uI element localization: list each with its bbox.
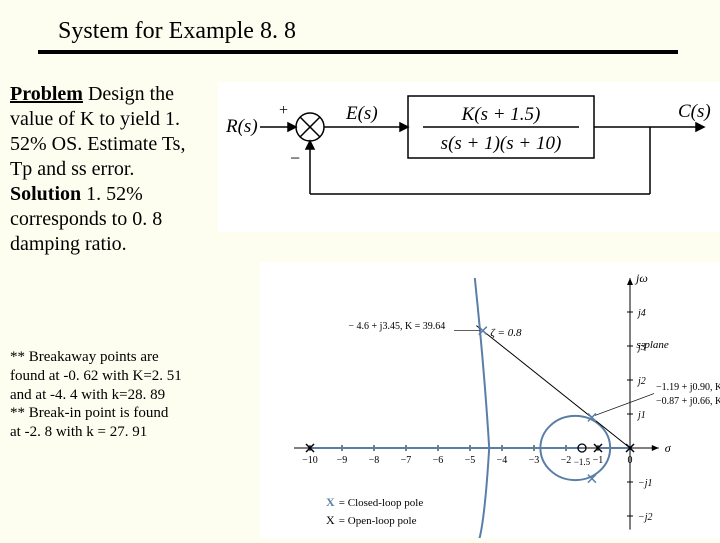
svg-text:R(s): R(s) — [225, 116, 258, 137]
svg-text:X: X — [326, 495, 335, 509]
svg-text:X: X — [326, 513, 335, 527]
footnote-1: ** Breakaway points are — [10, 348, 208, 367]
svg-text:−1.19 + j0.90, K = 12.79: −1.19 + j0.90, K = 12.79 — [656, 382, 720, 393]
prob-line5: corresponds to 0. 8 — [10, 208, 162, 230]
svg-text:−7: −7 — [401, 455, 412, 466]
svg-text:−j2: −j2 — [638, 512, 653, 523]
svg-text:j2: j2 — [636, 376, 646, 387]
svg-text:−0.87 + j0.66, K = 7.36: −0.87 + j0.66, K = 7.36 — [656, 396, 720, 407]
svg-text:= Open-loop pole: = Open-loop pole — [339, 515, 417, 527]
problem-label: Problem — [10, 83, 83, 105]
sol-rest: 1. 52% — [86, 183, 143, 205]
svg-text:ζ = 0.8: ζ = 0.8 — [490, 327, 522, 339]
svg-text:−9: −9 — [337, 455, 348, 466]
bd-plus: + — [279, 102, 288, 119]
svg-text:s-plane: s-plane — [636, 339, 669, 351]
prob-line6: damping ratio. — [10, 233, 127, 255]
svg-text:jω: jω — [634, 271, 648, 285]
svg-text:−1: −1 — [593, 455, 604, 466]
bd-R: R(s) — [225, 116, 258, 137]
svg-text:−10: −10 — [302, 455, 318, 466]
solution-label: Solution — [10, 183, 81, 205]
root-locus-plot: −10−9−8−7−6−5−4−3−2−10j4j3j2j1−j1−j2σjωs… — [260, 262, 720, 538]
problem-text: Problem Design the value of K to yield 1… — [10, 82, 208, 257]
design-word: Design — [88, 83, 145, 105]
svg-text:− 4.6 + j3.45, K = 39.64: − 4.6 + j3.45, K = 39.64 — [348, 321, 445, 332]
svg-text:−2: −2 — [561, 455, 572, 466]
title-divider — [38, 50, 678, 54]
svg-text:−: − — [290, 148, 300, 168]
footnote-text: ** Breakaway points are found at -0. 62 … — [10, 348, 208, 442]
svg-text:−j1: −j1 — [638, 478, 653, 489]
footnote-3: and at -4. 4 with k=28. 89 — [10, 386, 208, 405]
svg-text:s(s + 1)(s + 10): s(s + 1)(s + 10) — [441, 133, 562, 154]
svg-text:−3: −3 — [529, 455, 540, 466]
svg-text:K(s + 1.5): K(s + 1.5) — [461, 104, 541, 125]
svg-text:−4: −4 — [497, 455, 508, 466]
svg-text:−8: −8 — [369, 455, 380, 466]
bd-C: C(s) — [678, 101, 711, 122]
footnote-4: ** Break-in point is found — [10, 404, 208, 423]
footnote-2: found at -0. 62 with K=2. 51 — [10, 367, 208, 386]
page-title: System for Example 8. 8 — [58, 18, 296, 45]
block-diagram: R(s) + − E(s) K(s + 1.5) s(s + 1)(s + 10… — [218, 82, 720, 232]
svg-text:−5: −5 — [465, 455, 476, 466]
svg-text:j1: j1 — [636, 410, 646, 421]
svg-text:E(s): E(s) — [345, 103, 378, 124]
bd-minus: − — [290, 148, 300, 168]
bd-tfden: s(s + 1)(s + 10) — [441, 133, 562, 154]
svg-text:= Closed-loop pole: = Closed-loop pole — [339, 497, 424, 509]
svg-text:−6: −6 — [433, 455, 444, 466]
bd-E: E(s) — [345, 103, 378, 124]
prob-line4: ss error. — [71, 158, 134, 180]
bd-tfnum: K(s + 1.5) — [461, 104, 541, 125]
footnote-5: at -2. 8 with k = 27. 91 — [10, 423, 208, 442]
svg-text:C(s): C(s) — [678, 101, 711, 122]
svg-text:0: 0 — [628, 455, 633, 466]
svg-text:σ: σ — [665, 441, 672, 455]
svg-text:+: + — [279, 102, 288, 119]
svg-text:j4: j4 — [636, 308, 646, 319]
svg-text:−1.5: −1.5 — [574, 457, 591, 467]
